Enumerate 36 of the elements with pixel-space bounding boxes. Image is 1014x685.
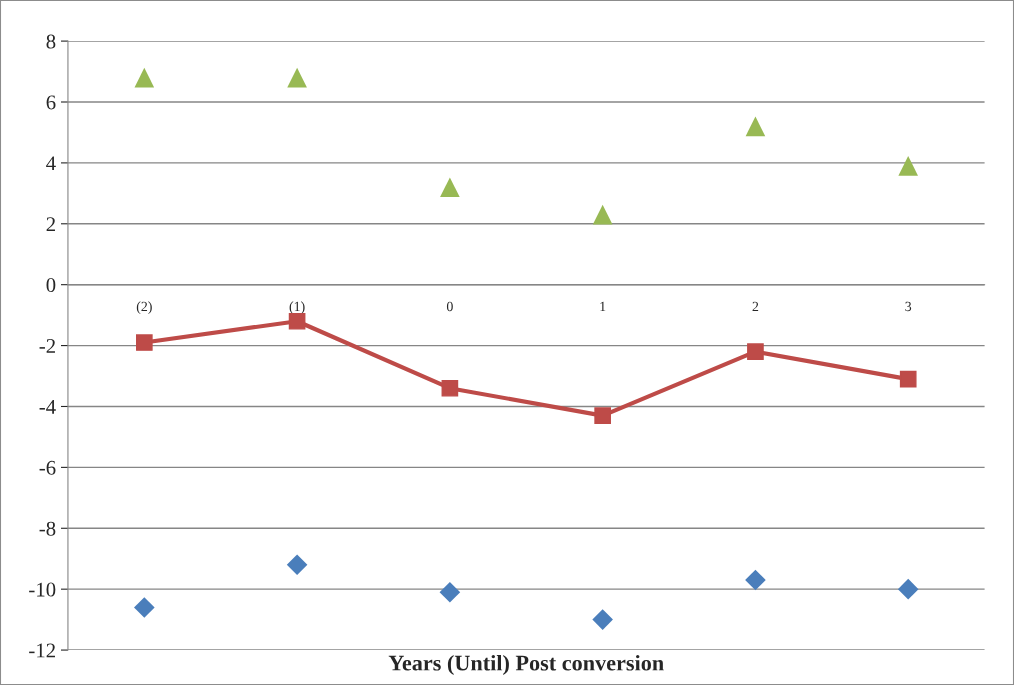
y-tick-label: -8 xyxy=(39,521,56,536)
y-tick-label: 4 xyxy=(46,156,56,171)
y-tick-label: -2 xyxy=(39,339,55,353)
x-tick-label: (1) xyxy=(289,301,305,314)
point xyxy=(594,407,611,424)
y-tick-label: 8 xyxy=(46,34,56,49)
point xyxy=(897,578,919,600)
point xyxy=(288,312,306,330)
point xyxy=(134,597,155,618)
point xyxy=(134,67,155,88)
y-tick-label: -4 xyxy=(39,399,56,414)
point xyxy=(287,67,307,88)
point xyxy=(898,156,919,176)
point xyxy=(745,569,766,591)
point xyxy=(747,343,764,361)
point xyxy=(745,116,766,137)
x-tick-label: (2) xyxy=(136,301,152,314)
x-tick-label: 2 xyxy=(752,301,759,311)
y-tick-label: 0 xyxy=(46,278,56,293)
x-tick-label: 3 xyxy=(905,301,912,312)
point xyxy=(135,334,153,351)
y-tick-label: -12 xyxy=(29,643,55,658)
y-tick-label: -10 xyxy=(29,582,56,597)
point xyxy=(440,177,460,198)
x-tick-label: 0 xyxy=(446,301,453,312)
point xyxy=(592,609,613,630)
point xyxy=(439,581,461,603)
point xyxy=(899,370,917,388)
x-tick-label: 1 xyxy=(600,301,606,311)
y-tick-label: -6 xyxy=(39,460,56,475)
y-tick-label: 2 xyxy=(46,217,55,232)
y-tick-label: 6 xyxy=(46,95,56,110)
point xyxy=(592,204,613,225)
point xyxy=(286,554,308,576)
x-axis-title: Years (Until) Post conversion xyxy=(388,654,664,676)
point xyxy=(441,379,459,397)
